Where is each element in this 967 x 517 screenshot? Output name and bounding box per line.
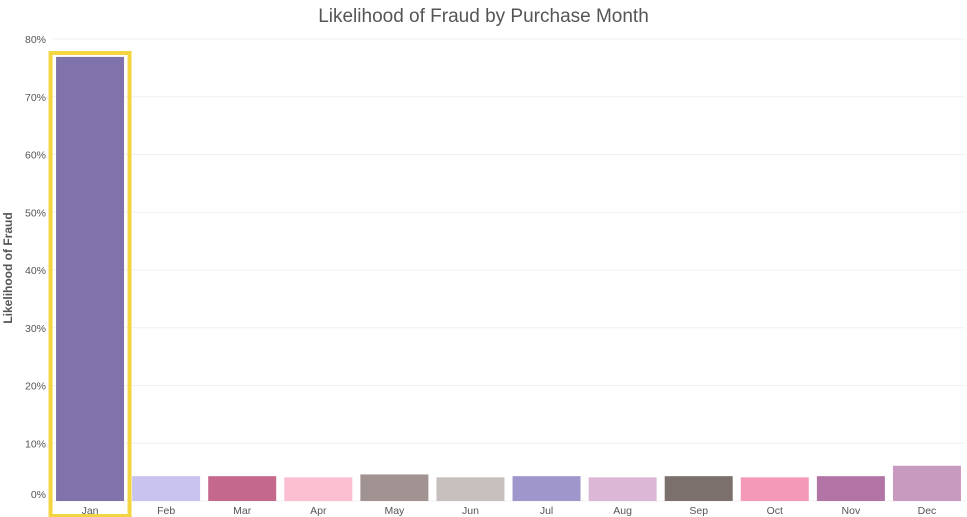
bar-jun[interactable]	[436, 477, 505, 501]
x-tick-label: Sep	[689, 505, 708, 517]
x-tick-label: May	[384, 505, 405, 517]
x-tick-label: Mar	[233, 505, 252, 517]
y-tick-label: 80%	[25, 34, 46, 46]
x-axis-ticks: Jan Feb Mar Apr May Jun Jul Aug Sep Oct Nov Dec	[82, 505, 937, 517]
bar-feb[interactable]	[132, 476, 201, 501]
x-tick-label: Apr	[310, 505, 327, 517]
bar-nov[interactable]	[816, 476, 885, 501]
bar-dec[interactable]	[892, 465, 961, 501]
x-tick-label: Oct	[767, 505, 783, 517]
bar-may[interactable]	[360, 474, 429, 501]
highlight-box	[48, 51, 132, 517]
y-tick-label: 0%	[31, 489, 46, 501]
gridlines	[52, 38, 965, 502]
bar-sep[interactable]	[664, 476, 733, 501]
bar-oct[interactable]	[740, 477, 809, 501]
y-tick-label: 30%	[25, 323, 46, 335]
x-tick-label: Dec	[918, 505, 937, 517]
chart-title: Likelihood of Fraud by Purchase Month	[318, 6, 649, 27]
bars	[48, 51, 961, 517]
bar-aug[interactable]	[588, 477, 657, 501]
x-tick-label: Jul	[540, 505, 553, 517]
bar-mar[interactable]	[208, 476, 277, 501]
x-tick-label: Aug	[613, 505, 632, 517]
y-tick-label: 10%	[25, 438, 46, 450]
x-tick-label: Jan	[82, 505, 99, 517]
x-tick-label: Feb	[157, 505, 175, 517]
x-tick-label: Nov	[842, 505, 861, 517]
y-tick-label: 40%	[25, 265, 46, 277]
y-axis-ticks: 0% 10% 20% 30% 40% 50% 60% 70% 80%	[25, 34, 46, 501]
y-tick-label: 20%	[25, 381, 46, 393]
y-tick-label: 50%	[25, 207, 46, 219]
bar-jul[interactable]	[512, 476, 581, 501]
y-axis-label: Likelihood of Fraud	[1, 212, 15, 323]
x-tick-label: Jun	[462, 505, 479, 517]
y-tick-label: 70%	[25, 92, 46, 104]
bar-apr[interactable]	[284, 477, 353, 501]
bar-jan[interactable]	[56, 56, 125, 502]
y-tick-label: 60%	[25, 150, 46, 162]
